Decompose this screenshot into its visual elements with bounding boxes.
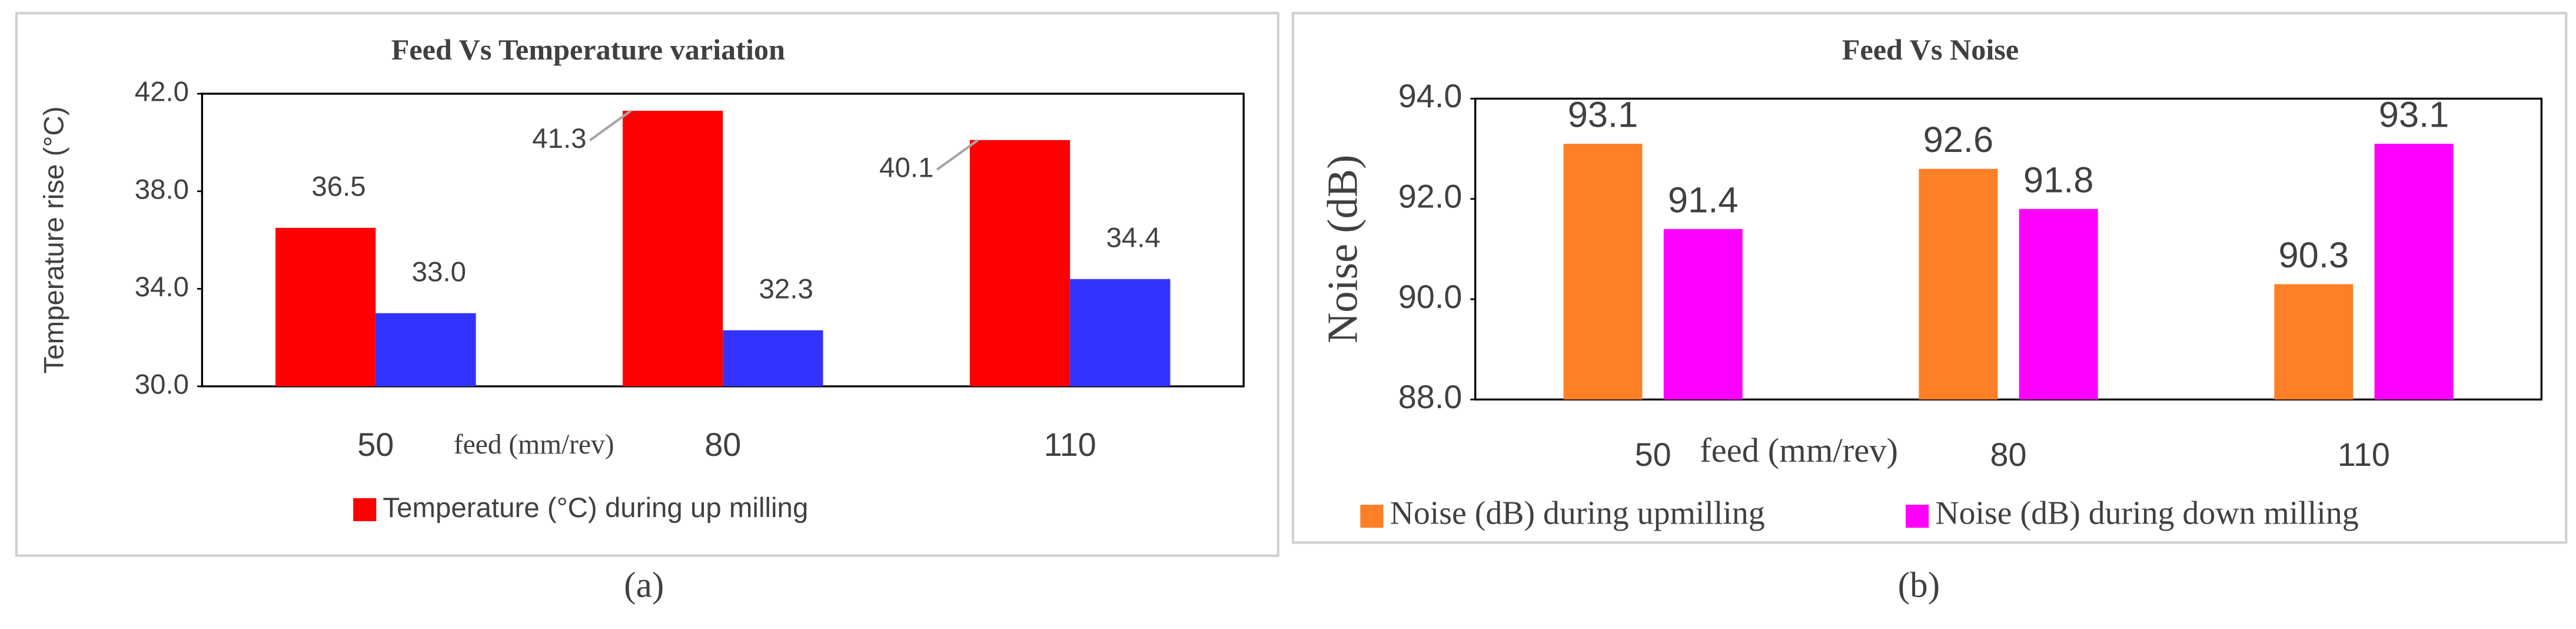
- data-label: 41.3: [532, 123, 586, 154]
- bar: [2019, 208, 2098, 400]
- y-tick-label: 30.0: [135, 369, 189, 400]
- data-label: 33.0: [412, 256, 466, 287]
- data-label: 90.3: [2279, 235, 2349, 276]
- caption: (a): [624, 565, 664, 605]
- bar: [375, 313, 476, 386]
- x-tick-label: 110: [2338, 436, 2390, 473]
- legend-label: Noise (dB) during upmilling: [1390, 495, 1765, 531]
- data-label: 32.3: [759, 273, 813, 304]
- plot-frame: [1474, 97, 2543, 400]
- legend-swatch: [1906, 504, 1929, 528]
- y-tick-label: 38.0: [135, 174, 189, 205]
- y-tick-label: 92.0: [1398, 178, 1462, 215]
- y-tick-label: 90.0: [1398, 278, 1462, 315]
- x-axis-label: feed (mm/rev): [454, 429, 614, 460]
- bar: [1919, 168, 1998, 400]
- data-label: 40.1: [879, 153, 933, 184]
- y-tick-label: 88.0: [1398, 378, 1462, 415]
- leader-line: [589, 110, 632, 142]
- legend-swatch: [1360, 504, 1384, 528]
- x-axis-label: feed (mm/rev): [1700, 431, 1898, 469]
- y-tick-label: 94.0: [1398, 77, 1462, 114]
- legend-label: Temperature (°C) during up milling: [383, 492, 808, 524]
- bar: [1563, 144, 1643, 400]
- bar: [1663, 229, 1743, 400]
- data-label: 91.4: [1668, 180, 1739, 220]
- x-tick-label: 50: [1635, 436, 1671, 473]
- data-label: 91.8: [2023, 160, 2094, 200]
- leader-line: [936, 139, 979, 171]
- data-label: 93.1: [1568, 95, 1638, 135]
- data-label: 93.1: [2379, 95, 2449, 135]
- x-tick-label: 50: [357, 426, 394, 463]
- bar: [2274, 284, 2354, 400]
- bar: [1070, 279, 1171, 386]
- data-label: 92.6: [1923, 120, 1994, 160]
- x-tick-label: 110: [1044, 426, 1096, 463]
- y-tick-label: 34.0: [135, 272, 189, 303]
- y-axis-label: Noise (dB): [1319, 155, 1367, 343]
- x-tick-label: 80: [704, 426, 741, 463]
- bar: [723, 330, 823, 386]
- bar: [622, 111, 723, 386]
- caption: (b): [1898, 565, 1940, 605]
- legend-label: Noise (dB) during down milling: [1935, 495, 2358, 531]
- bar: [969, 140, 1071, 386]
- chart-title: Feed Vs Noise: [1842, 33, 2019, 66]
- legend-swatch: [353, 498, 377, 521]
- y-tick-label: 42.0: [135, 77, 189, 108]
- data-label: 36.5: [311, 171, 365, 202]
- bar: [2374, 144, 2454, 400]
- chart-title: Feed Vs Temperature variation: [391, 33, 785, 66]
- y-axis-label: Temperature rise (°C): [38, 107, 69, 374]
- bar: [275, 227, 376, 386]
- x-tick-label: 80: [1990, 436, 2026, 473]
- data-label: 34.4: [1106, 222, 1160, 253]
